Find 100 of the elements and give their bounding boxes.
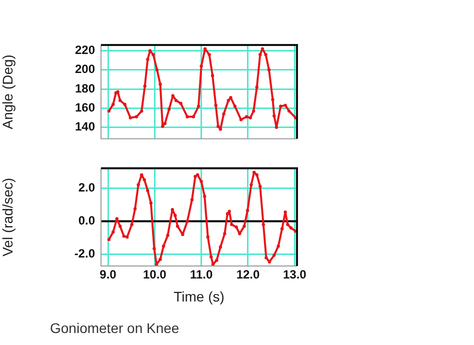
x-tick-label: 13.0: [282, 268, 307, 282]
point: [228, 210, 231, 213]
point: [258, 52, 262, 56]
point: [260, 47, 264, 50]
point: [203, 194, 206, 198]
point: [190, 198, 194, 202]
point: [186, 220, 189, 223]
point: [226, 98, 230, 102]
point: [107, 238, 111, 242]
point: [255, 173, 258, 176]
y-axis-title: Angle (Deg): [0, 54, 16, 130]
y-tick-label: 220: [74, 43, 96, 58]
point: [264, 256, 268, 260]
point: [186, 115, 189, 118]
point: [196, 173, 200, 176]
point: [210, 255, 213, 258]
point: [250, 183, 253, 186]
point: [208, 52, 211, 56]
point: [162, 244, 166, 248]
x-tick-label: 12.0: [236, 268, 260, 282]
x-tick-label: 11.0: [190, 268, 213, 282]
point: [286, 222, 290, 226]
point: [112, 102, 115, 106]
point: [118, 98, 122, 102]
point: [272, 254, 276, 257]
point: [146, 58, 150, 61]
y-tick-label: -2.0: [74, 246, 96, 261]
point: [222, 112, 226, 116]
point: [280, 227, 284, 230]
point: [170, 208, 174, 212]
point: [284, 104, 287, 107]
y-tick-label: 0.0: [78, 214, 96, 228]
point: [255, 86, 258, 89]
point: [140, 109, 144, 113]
point: [289, 226, 293, 230]
point: [176, 224, 180, 228]
y-tick-label: 200: [74, 62, 96, 76]
point: [214, 104, 218, 107]
point: [211, 262, 215, 266]
point: [112, 230, 115, 234]
point: [161, 124, 164, 128]
point: [126, 235, 129, 239]
point: [143, 84, 146, 88]
point: [174, 98, 178, 102]
point: [192, 115, 195, 118]
x-axis-title: Time (s): [174, 288, 224, 304]
point: [152, 246, 156, 250]
point: [252, 170, 256, 174]
point: [279, 104, 282, 108]
point: [166, 234, 170, 237]
point: [284, 210, 287, 214]
point: [271, 98, 274, 102]
point: [229, 96, 232, 100]
point: [216, 124, 220, 128]
point: [149, 201, 153, 205]
point: [206, 235, 210, 239]
y-tick-label: 2.0: [78, 180, 96, 194]
point: [107, 109, 111, 113]
point: [154, 262, 158, 266]
point: [264, 52, 268, 56]
point: [134, 115, 138, 118]
point: [274, 126, 278, 129]
point: [252, 109, 256, 113]
point: [203, 47, 207, 50]
point: [168, 108, 171, 111]
point: [179, 102, 182, 105]
point: [245, 115, 248, 118]
point: [194, 174, 197, 178]
y-tick-label: 180: [74, 81, 96, 96]
point: [158, 258, 162, 261]
point: [200, 64, 203, 68]
point: [174, 214, 177, 218]
point: [215, 258, 218, 262]
point: [133, 207, 137, 210]
point: [226, 212, 230, 216]
point: [196, 104, 200, 108]
y-tick-label: 140: [74, 120, 96, 134]
point: [239, 118, 243, 122]
point: [234, 225, 238, 229]
point: [218, 245, 222, 249]
point: [210, 74, 214, 78]
point: [230, 222, 234, 226]
point: [140, 173, 144, 176]
point: [238, 232, 242, 236]
point: [123, 102, 126, 106]
point: [262, 222, 265, 226]
point: [142, 178, 146, 182]
point: [163, 122, 167, 126]
y-axis-title: Vel (rad/sec): [0, 178, 16, 256]
point: [246, 208, 250, 212]
point: [233, 104, 237, 108]
point: [115, 217, 118, 220]
point: [276, 244, 280, 248]
point: [152, 52, 155, 56]
point: [287, 109, 291, 113]
point: [200, 180, 203, 184]
point: [128, 116, 132, 120]
y-tick-label: 160: [74, 100, 96, 114]
point: [242, 224, 246, 228]
point: [158, 82, 162, 86]
